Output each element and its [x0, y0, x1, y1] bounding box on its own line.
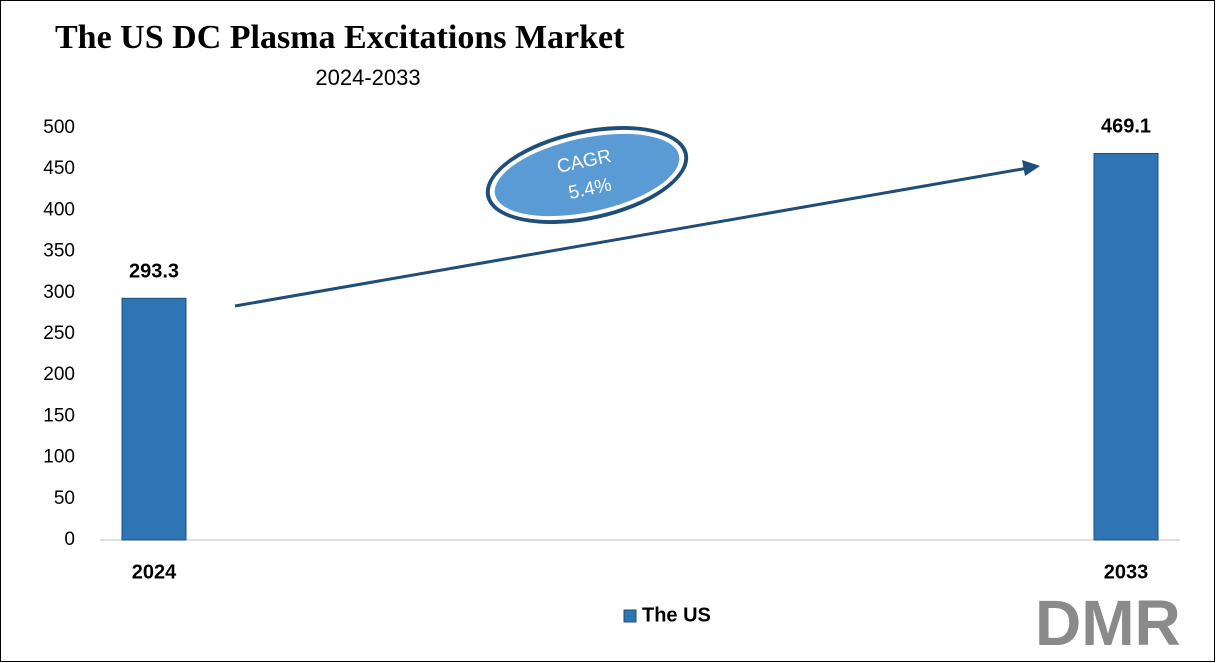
- trend-arrow: [234, 166, 1029, 308]
- y-tick-label: 0: [64, 529, 75, 550]
- y-tick-label: 400: [43, 199, 75, 220]
- legend-swatch: [623, 609, 637, 623]
- data-label: 293.3: [129, 261, 179, 283]
- y-tick-label: 500: [43, 117, 75, 138]
- legend-label: The US: [642, 604, 711, 626]
- cagr-fill: [494, 133, 680, 217]
- logo: DMR: [1035, 587, 1181, 659]
- x-tick-label: 2024: [132, 561, 177, 583]
- y-tick-label: 100: [43, 447, 75, 468]
- y-tick-label: 50: [54, 488, 75, 509]
- chart-subtitle: 2024-2033: [315, 65, 420, 90]
- bar: [1093, 152, 1159, 541]
- y-tick-label: 250: [43, 323, 75, 344]
- x-tick-label: 2033: [1104, 561, 1149, 583]
- y-tick-label: 150: [43, 405, 75, 426]
- chart-title: The US DC Plasma Excitations Market: [55, 19, 625, 56]
- y-tick-label: 450: [43, 158, 75, 179]
- y-tick-label: 200: [43, 364, 75, 385]
- cagr-badge: CAGR 5.4%: [485, 126, 689, 224]
- bar: [121, 297, 187, 541]
- data-label: 469.1: [1101, 116, 1151, 138]
- arrow-head: [1022, 160, 1040, 176]
- y-tick-label: 300: [43, 282, 75, 303]
- y-tick-label: 350: [43, 241, 75, 262]
